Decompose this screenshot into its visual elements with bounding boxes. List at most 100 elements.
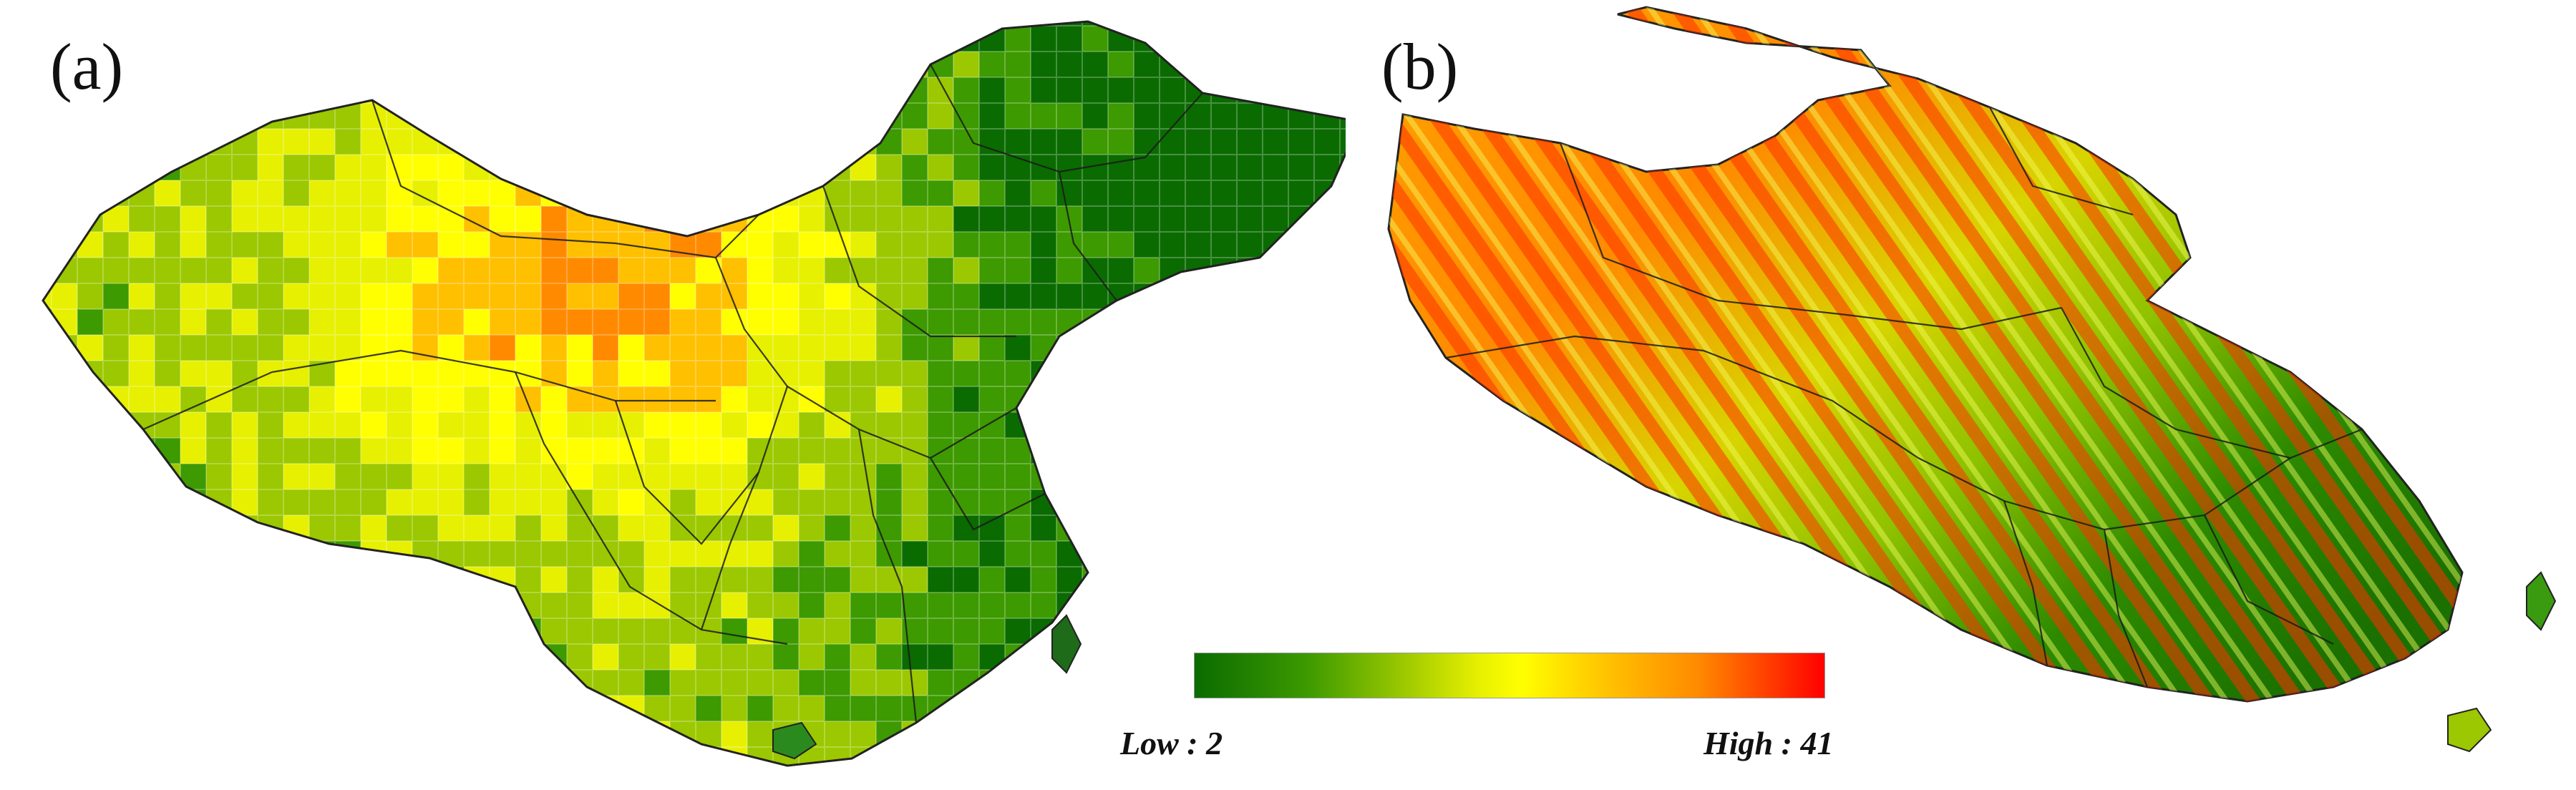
grid-cell xyxy=(1211,361,1237,386)
grid-cell xyxy=(1160,21,1185,26)
grid-cell xyxy=(0,489,26,515)
grid-cell xyxy=(1263,721,1288,747)
grid-cell xyxy=(593,773,618,790)
grid-cell xyxy=(1134,489,1160,515)
grid-cell xyxy=(77,180,103,206)
grid-cell xyxy=(361,21,387,26)
grid-cell xyxy=(670,21,696,26)
grid-cell xyxy=(309,747,335,766)
grid-cell xyxy=(335,773,361,790)
map-panel-b xyxy=(1387,6,2557,753)
grid-cell xyxy=(1056,464,1082,489)
grid-cell xyxy=(541,21,567,26)
grid-cell xyxy=(1340,77,1346,103)
grid-cell xyxy=(0,567,26,592)
grid-cell xyxy=(1340,206,1346,232)
grid-cell xyxy=(0,0,26,26)
grid-cell xyxy=(1340,438,1346,464)
grid-cell xyxy=(0,309,26,335)
grid-cell xyxy=(618,155,644,180)
grid-cell xyxy=(721,77,747,103)
grid-cell xyxy=(43,541,52,567)
grid-cell xyxy=(1185,309,1211,335)
grid-cell xyxy=(52,515,77,541)
grid-cell xyxy=(0,438,26,464)
grid-cell xyxy=(1211,26,1237,52)
grid-cell xyxy=(129,515,155,541)
grid-cell xyxy=(438,592,464,618)
grid-cell xyxy=(155,515,180,541)
grid-cell xyxy=(412,21,438,26)
grid-cell xyxy=(43,52,52,77)
grid-cell xyxy=(644,77,670,103)
grid-cell xyxy=(438,670,464,696)
grid-cell xyxy=(155,489,180,515)
grid-cell xyxy=(283,644,309,670)
grid-cell xyxy=(670,155,696,180)
grid-cell xyxy=(1185,21,1211,26)
grid-cell xyxy=(670,103,696,129)
grid-cell xyxy=(1237,721,1263,747)
grid-cell xyxy=(129,670,155,696)
grid-cell xyxy=(43,21,52,26)
grid-cell xyxy=(1237,489,1263,515)
grid-cell xyxy=(1314,258,1340,283)
grid-cell xyxy=(1263,515,1288,541)
grid-cell xyxy=(1340,567,1346,592)
grid-cell xyxy=(43,129,52,155)
grid-cell xyxy=(206,721,232,747)
grid-cell xyxy=(593,52,618,77)
grid-cell xyxy=(155,26,180,52)
grid-cell xyxy=(77,489,103,515)
grid-cell xyxy=(283,618,309,644)
grid-cell xyxy=(1340,721,1346,747)
grid-cell xyxy=(309,696,335,721)
grid-cell xyxy=(618,77,644,103)
grid-cell xyxy=(541,670,567,696)
grid-cell xyxy=(103,721,129,747)
grid-cell xyxy=(52,592,77,618)
grid-cell xyxy=(309,52,335,77)
grid-cell xyxy=(1340,258,1346,283)
grid-cell xyxy=(593,180,618,206)
grid-cell xyxy=(52,206,77,232)
grid-cell xyxy=(180,541,206,567)
grid-cell xyxy=(1031,386,1056,412)
grid-cell xyxy=(618,773,644,790)
grid-cell xyxy=(52,464,77,489)
grid-cell xyxy=(1263,335,1288,361)
grid-cell xyxy=(773,155,799,180)
grid-cell xyxy=(129,77,155,103)
grid-cell xyxy=(129,155,155,180)
grid-cell xyxy=(1108,644,1134,670)
grid-cell xyxy=(799,77,825,103)
grid-cell xyxy=(155,721,180,747)
grid-cell xyxy=(387,26,412,52)
grid-cell xyxy=(1314,592,1340,618)
grid-cell xyxy=(129,644,155,670)
grid-cell xyxy=(155,567,180,592)
grid-cell xyxy=(747,180,773,206)
grid-cell xyxy=(361,618,387,644)
grid-cell xyxy=(593,721,618,747)
grid-cell xyxy=(1082,773,1108,790)
grid-cell xyxy=(825,773,850,790)
grid-cell xyxy=(232,103,258,129)
grid-cell xyxy=(979,773,1005,790)
grid-cell xyxy=(928,26,953,52)
grid-cell xyxy=(258,52,283,77)
grid-cell xyxy=(1211,773,1237,790)
grid-cell xyxy=(232,592,258,618)
grid-cell xyxy=(206,592,232,618)
grid-cell xyxy=(43,489,52,515)
grid-cell xyxy=(1211,464,1237,489)
grid-cell xyxy=(490,77,515,103)
grid-cell xyxy=(1288,77,1314,103)
grid-cell xyxy=(1340,283,1346,309)
grid-cell xyxy=(850,773,876,790)
grid-cell xyxy=(206,21,232,26)
grid-cell xyxy=(1263,386,1288,412)
grid-cell xyxy=(155,129,180,155)
grid-cell xyxy=(387,721,412,747)
grid-cell xyxy=(799,103,825,129)
